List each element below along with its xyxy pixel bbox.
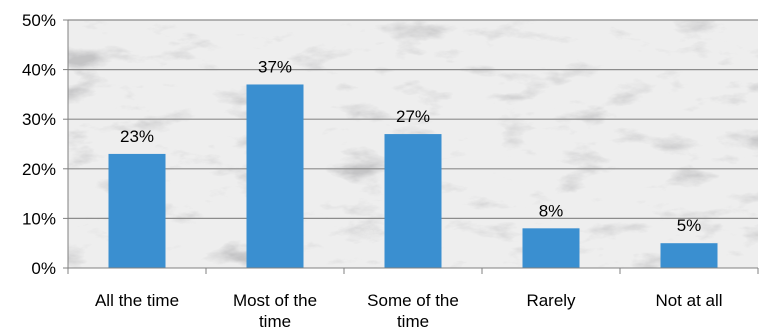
x-category-label: All the time <box>95 291 179 310</box>
data-label: 23% <box>120 127 154 146</box>
x-category-label: Rarely <box>526 291 576 310</box>
x-category-label: Not at all <box>655 291 722 310</box>
y-tick-label: 50% <box>22 11 56 30</box>
data-label: 27% <box>396 107 430 126</box>
x-category-label: time <box>259 312 291 331</box>
bar <box>108 153 166 268</box>
x-category-label: Most of the <box>233 291 317 310</box>
data-label: 37% <box>258 57 292 76</box>
bars <box>108 84 718 268</box>
bar <box>246 84 304 268</box>
x-axis: All the time Most of the time Some of the ti… <box>67 267 759 331</box>
x-category-label: Some of the <box>367 291 459 310</box>
y-tick-label: 40% <box>22 61 56 80</box>
bar <box>660 243 718 268</box>
y-tick-label: 0% <box>31 259 56 278</box>
y-tick-label: 20% <box>22 160 56 179</box>
y-axis: 0% 10% 20% 30% 40% 50% <box>22 11 69 278</box>
data-label: 8% <box>539 201 564 220</box>
data-label: 5% <box>677 216 702 235</box>
x-category-label: time <box>397 312 429 331</box>
data-labels: 23% 37% 27% 8% 5% <box>120 57 701 235</box>
bar <box>384 134 442 268</box>
y-tick-label: 10% <box>22 209 56 228</box>
bar <box>522 228 580 268</box>
y-tick-label: 30% <box>22 110 56 129</box>
